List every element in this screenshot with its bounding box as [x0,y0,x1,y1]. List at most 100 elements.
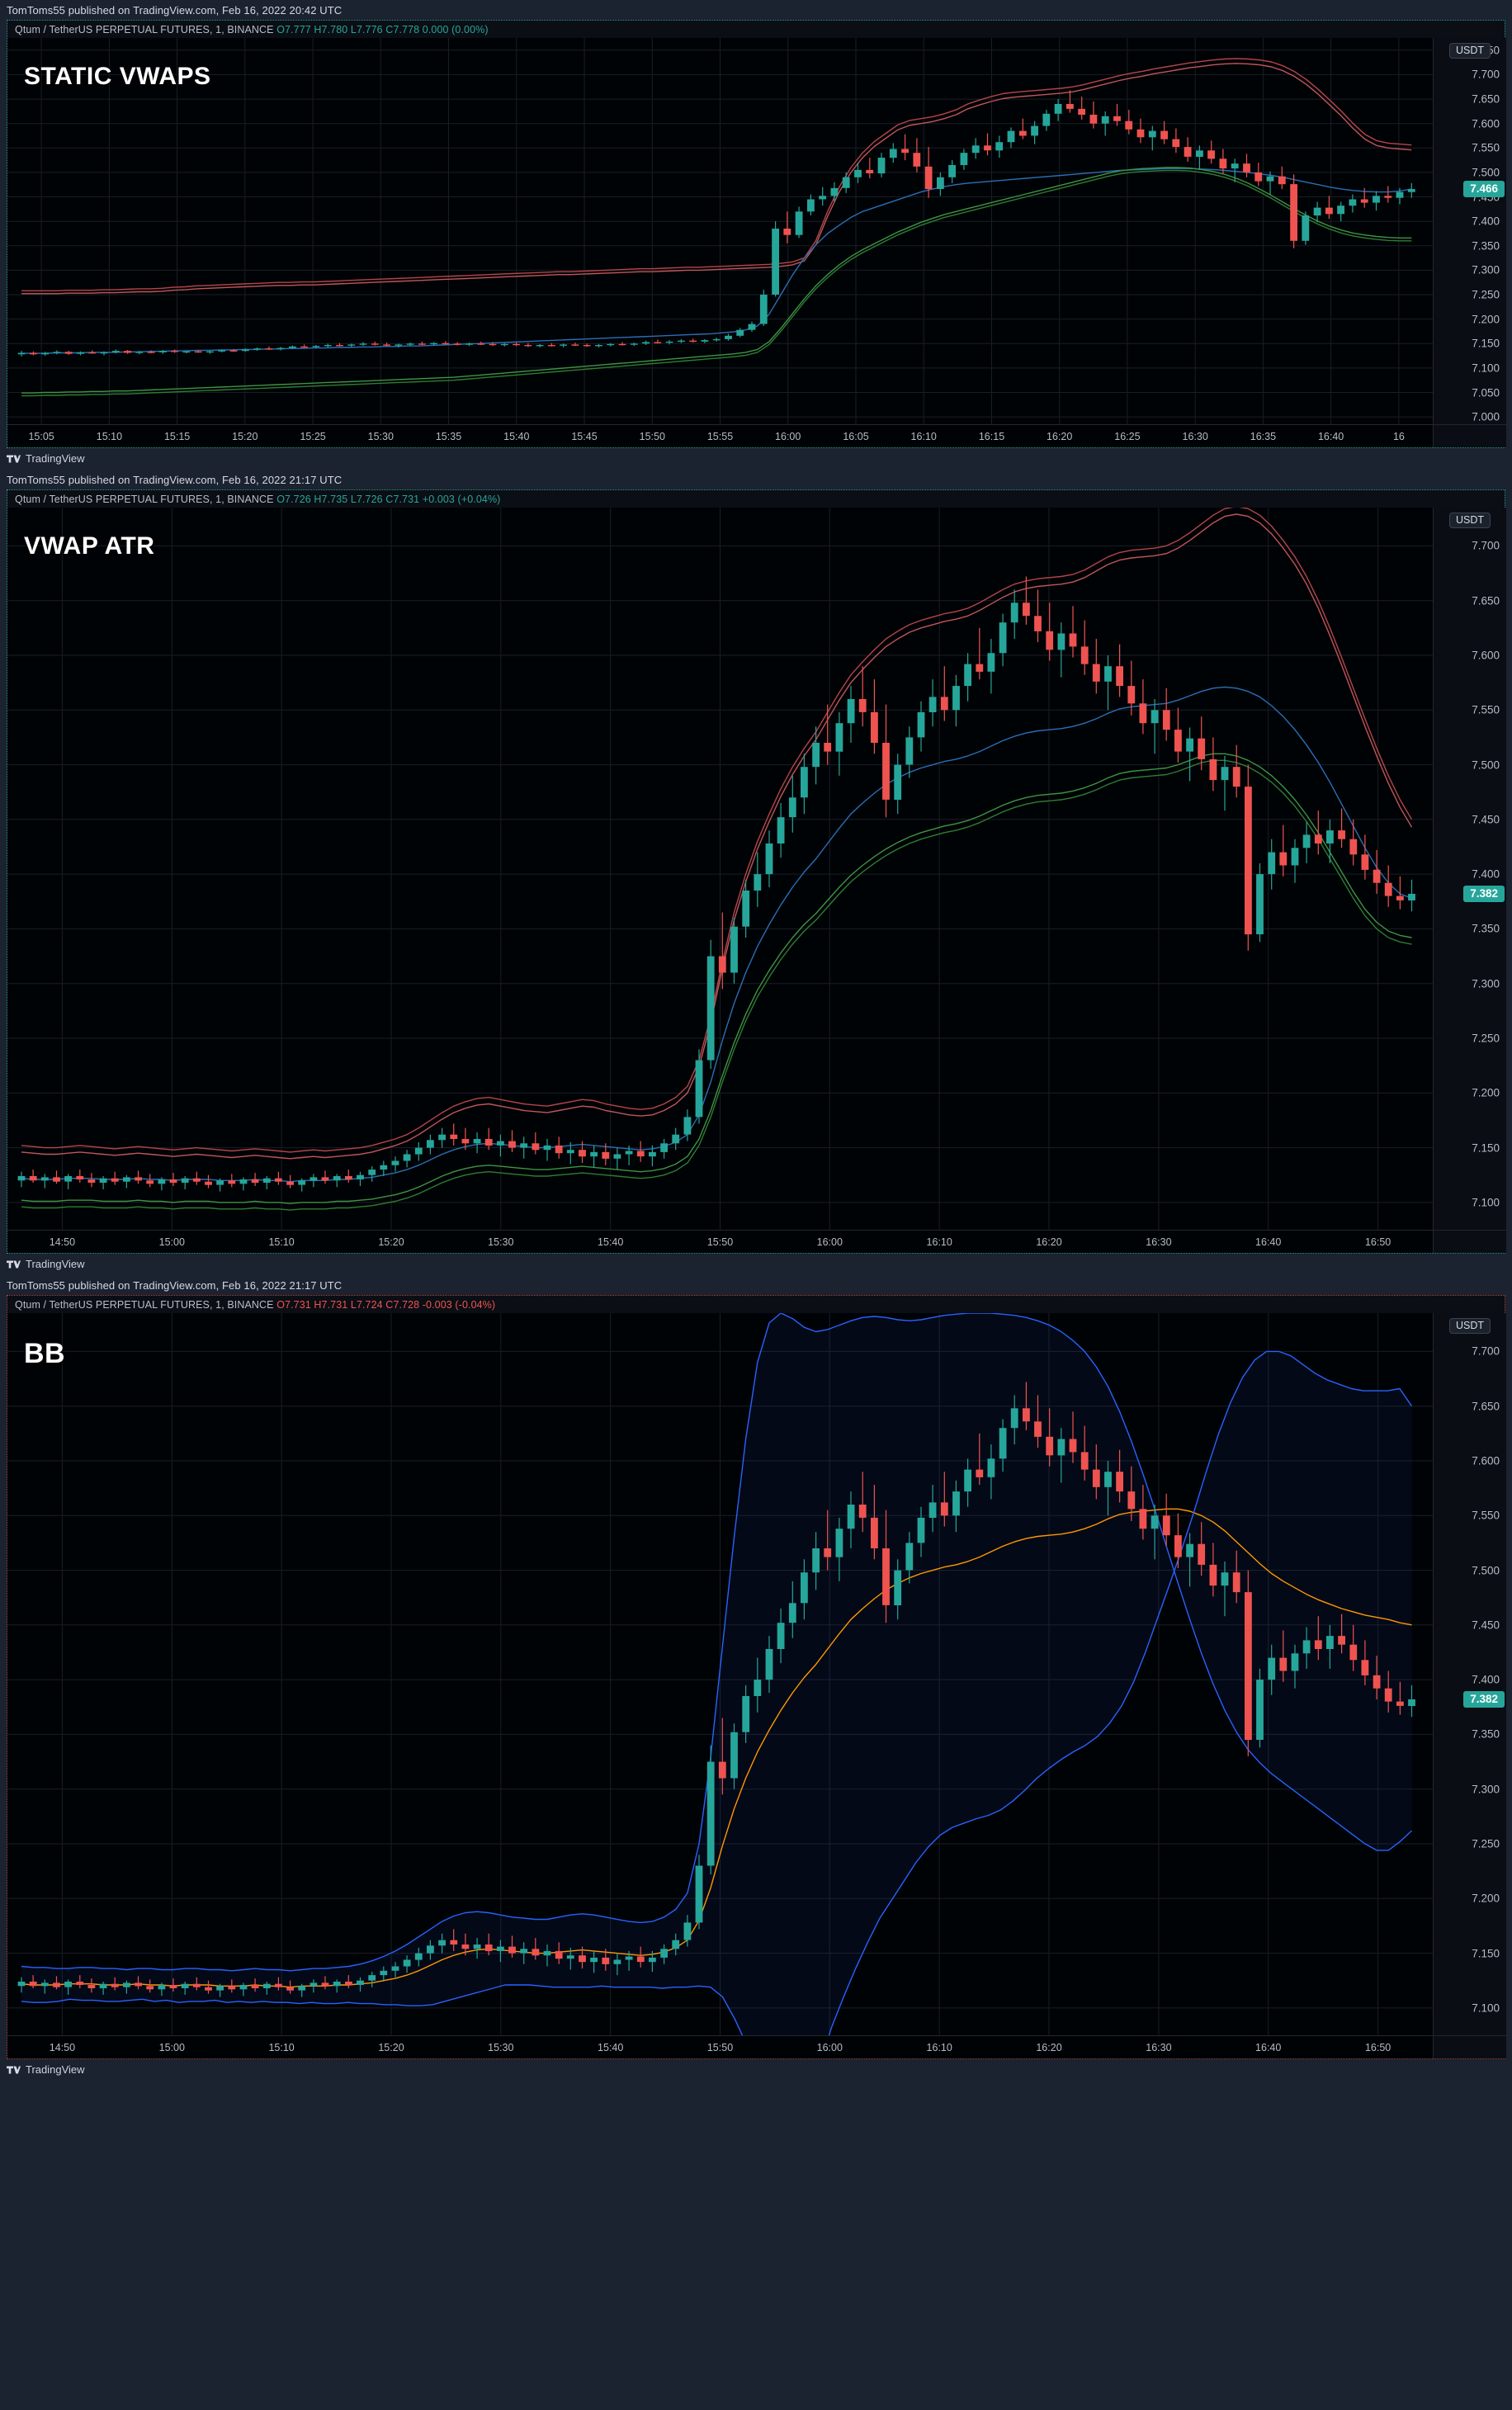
open-value: 7.731 [285,1299,311,1311]
plot-wrap: BB 7.700 7.650 7.600 7.550 7.500 7.450 7.400 7.… [7,1313,1506,2058]
time-tick: 15:40 [598,1236,624,1248]
time-tick: 15:30 [367,431,394,442]
time-tick: 15:40 [503,431,530,442]
price-axis[interactable]: 7.7507.7007.6507.6007.5507.5007.4507.400… [1433,38,1506,424]
time-tick: 16:30 [1182,431,1208,442]
ticker-symbol: Qtum / TetherUS PERPETUAL FUTURES, 1, BI… [15,24,274,35]
price-tick: 7.600 [1472,117,1500,130]
high-label: H [314,1299,322,1311]
time-tick: 16:30 [1146,2042,1172,2053]
chart-panel-static-vwaps: TomToms55 published on TradingView.com, … [0,0,1512,470]
bb-channel-fill [21,1313,1412,2035]
price-tick: 7.050 [1472,386,1500,399]
current-price-badge: 7.382 [1463,886,1505,902]
tradingview-logo-icon [7,2065,21,2075]
ticker-legend[interactable]: Qtum / TetherUS PERPETUAL FUTURES, 1, BI… [7,21,1505,38]
high-label: H [314,24,322,35]
time-tick: 16:35 [1250,431,1277,442]
current-price-badge: 7.382 [1463,1691,1505,1708]
time-tick: 15:30 [488,1236,514,1248]
time-tick: 14:50 [49,2042,76,2053]
plot-area[interactable]: VWAP ATR 7.700 7.650 7.600 7.550 7.500 7.450 7… [7,508,1506,1230]
ticker-symbol: Qtum / TetherUS PERPETUAL FUTURES, 1, BI… [15,1299,274,1311]
series-line [21,169,1412,397]
price-tick: 7.350 [1472,239,1500,253]
time-tick: 16:20 [1036,1236,1062,1248]
tradingview-logo-icon [7,1259,21,1269]
tradingview-footer[interactable]: TradingView [0,1254,1512,1275]
close-value: 7.728 [393,1299,420,1311]
change-value: 0.000 (0.00%) [422,24,489,35]
price-tick: 7.200 [1472,1892,1500,1905]
time-axis[interactable]: 15:05 15:10 15:15 15:20 15:25 15:30 15:35 15:40… [7,424,1506,447]
price-tick: 7.400 [1472,867,1500,881]
time-tick: 16:15 [978,431,1005,442]
time-axis[interactable]: 14:50 15:00 15:10 15:20 15:30 15:40 15:50 16:00… [7,2035,1506,2058]
series-line [21,1313,1412,1972]
time-tick: 16:10 [926,2042,952,2053]
price-axis[interactable]: 7.700 7.650 7.600 7.550 7.500 7.450 7.400 7.350… [1433,1313,1506,2035]
plot-area[interactable]: STATIC VWAPS 7.7507.7007.6507.6007.5507.… [7,38,1506,424]
time-tick: 16 [1392,431,1405,442]
high-value: 7.780 [321,24,348,35]
price-tick: 7.700 [1472,539,1500,552]
close-value: 7.778 [393,24,420,35]
open-label: O [276,1299,286,1311]
time-tick: 16:40 [1255,1236,1282,1248]
candlesticks [17,576,1415,1192]
price-tick: 7.450 [1472,813,1500,826]
open-label: O [276,494,286,505]
change-value: +0.003 (+0.04%) [422,494,501,505]
time-tick: 15:35 [435,431,462,442]
tradingview-footer-label: TradingView [26,452,85,465]
price-series-svg [7,38,1433,424]
open-value: 7.726 [285,494,311,505]
time-tick: 16:10 [926,1236,952,1248]
change-value: -0.003 (-0.04%) [422,1299,496,1311]
time-tick: 15:50 [706,2042,734,2053]
plot-wrap: STATIC VWAPS 7.7507.7007.6507.6007.5507.… [7,38,1506,447]
gridlines [7,1313,1433,2035]
tradingview-footer[interactable]: TradingView [0,2059,1512,2081]
time-tick: 15:50 [639,431,665,442]
series-line [21,167,1412,394]
price-tick: 7.600 [1472,1454,1500,1467]
price-tick: 7.300 [1472,1783,1500,1796]
low-label: L [350,1299,357,1311]
candlesticks [17,1382,1415,1997]
close-value: 7.731 [393,494,420,505]
price-tick: 7.500 [1472,758,1500,772]
series-line [21,168,1412,354]
time-tick: 15:30 [488,2042,514,2053]
price-tick: 7.700 [1472,68,1500,81]
publisher-credit: TomToms55 published on TradingView.com, … [7,1279,343,1292]
price-tick: 7.500 [1472,166,1500,179]
series-line [21,508,1413,1153]
open-label: O [276,24,286,35]
price-tick: 7.250 [1472,288,1500,301]
time-axis[interactable]: 14:50 15:00 15:10 15:20 15:30 15:40 15:50 16:00… [7,1230,1506,1253]
time-tick: 16:50 [1364,2042,1392,2053]
ticker-legend[interactable]: Qtum / TetherUS PERPETUAL FUTURES, 1, BI… [7,1296,1505,1313]
high-value: 7.731 [321,1299,348,1311]
high-value: 7.735 [321,494,348,505]
series-line [21,63,1412,295]
tradingview-footer[interactable]: TradingView [0,448,1512,470]
price-axis[interactable]: 7.700 7.650 7.600 7.550 7.500 7.450 7.400 7.350… [1433,508,1506,1230]
axis-corner [1433,2035,1506,2058]
currency-unit-chip: USDT [1448,1318,1491,1334]
time-tick: 15:15 [163,431,191,442]
time-tick: 16:40 [1255,2042,1282,2053]
low-label: L [350,494,357,505]
plot-area[interactable]: BB 7.700 7.650 7.600 7.550 7.500 7.450 7.400 7.… [7,1313,1506,2035]
close-label: C [385,494,394,505]
price-tick: 7.100 [1472,1196,1500,1209]
ticker-legend[interactable]: Qtum / TetherUS PERPETUAL FUTURES, 1, BI… [7,490,1505,508]
indicator-lines [21,508,1413,1211]
tradingview-footer-label: TradingView [26,1258,85,1270]
price-tick: 7.250 [1472,1837,1500,1850]
time-tick: 16:00 [816,1236,843,1248]
price-tick: 7.650 [1472,92,1500,106]
tv-logo-svg [7,1260,21,1268]
close-label: C [385,24,394,35]
